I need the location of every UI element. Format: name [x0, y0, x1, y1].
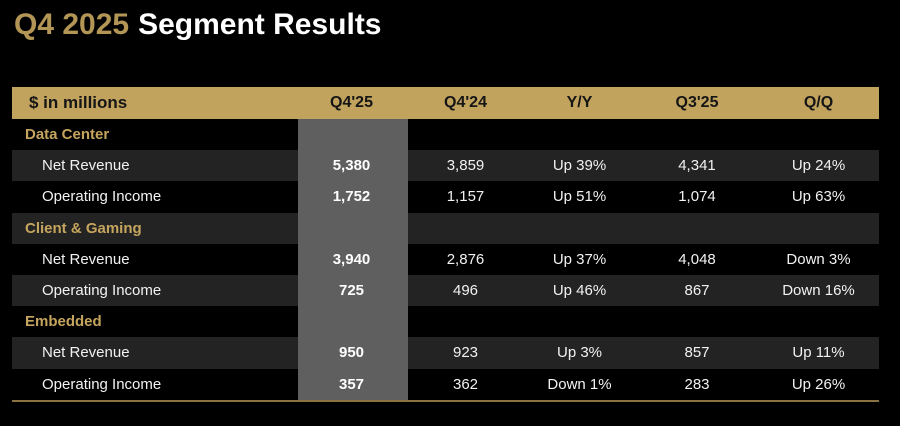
data-row: Operating Income 1,752 1,157 Up 51% 1,07… — [12, 181, 879, 212]
metric-value: Up 37% — [552, 250, 607, 268]
metric-value: 362 — [452, 375, 479, 393]
metric-value: Up 3% — [556, 344, 603, 362]
metric-value: 4,341 — [678, 157, 716, 175]
section-row-data-center: Data Center — [12, 119, 879, 150]
section-label: Client & Gaming — [25, 219, 142, 237]
metric-value: Up 46% — [552, 282, 607, 300]
metric-value: 950 — [338, 344, 365, 362]
metric-value: 857 — [684, 344, 710, 362]
data-row: Operating Income 357 362 Down 1% 283 Up … — [12, 369, 879, 400]
row-label: Net Revenue — [42, 157, 130, 175]
metric-value: Down 3% — [786, 250, 851, 268]
data-row: Net Revenue 5,380 3,859 Up 39% 4,341 Up … — [12, 150, 879, 182]
metric-value: 357 — [338, 375, 365, 393]
data-row: Net Revenue 3,940 2,876 Up 37% 4,048 Dow… — [12, 244, 879, 275]
data-row: Operating Income 725 496 Up 46% 867 Down… — [12, 274, 879, 307]
metric-value: 5,380 — [332, 157, 371, 175]
page-title-text: Segment Results — [138, 8, 382, 41]
metric-value: Up 63% — [791, 188, 846, 206]
section-row-embedded: Embedded — [12, 306, 879, 337]
table-header-row: $ in millions Q4'25 Q4'24 Y/Y Q3'25 Q/Q — [12, 87, 879, 119]
metric-value: 496 — [452, 282, 479, 300]
metric-value: Up 26% — [791, 375, 846, 393]
metric-value: 1,074 — [678, 188, 716, 206]
row-label: Operating Income — [42, 375, 162, 393]
row-label: Net Revenue — [42, 250, 130, 268]
column-header-qq: Q/Q — [803, 94, 834, 111]
column-header-q325: Q3'25 — [675, 94, 719, 111]
metric-value: Up 24% — [791, 157, 846, 175]
section-label: Data Center — [25, 126, 110, 144]
data-row: Net Revenue 950 923 Up 3% 857 Up 11% — [12, 337, 879, 369]
section-label: Embedded — [25, 313, 102, 331]
table-body: Data Center Net Revenue 5,380 3,859 Up 3… — [12, 119, 879, 400]
metric-value: 1,752 — [332, 188, 371, 206]
metric-value: Down 1% — [547, 375, 612, 393]
metric-value: Up 39% — [552, 157, 607, 175]
metric-value: 923 — [452, 344, 479, 362]
metric-value: 283 — [684, 375, 710, 393]
q425-highlight-band — [298, 119, 408, 400]
metric-value: Up 11% — [792, 344, 845, 362]
row-label: Operating Income — [42, 282, 162, 300]
metric-value: 3,940 — [332, 250, 371, 268]
page-title-quarter: Q4 2025 — [14, 8, 130, 41]
row-label: Operating Income — [42, 188, 162, 206]
metric-value: Up 51% — [552, 188, 607, 206]
metric-value: 2,876 — [446, 250, 485, 268]
segment-results-table: $ in millions Q4'25 Q4'24 Y/Y Q3'25 Q/Q … — [12, 87, 879, 402]
column-header-unit: $ in millions — [29, 93, 128, 112]
column-header-q425: Q4'25 — [330, 94, 373, 111]
metric-value: 3,859 — [446, 157, 485, 175]
metric-value: 867 — [684, 282, 710, 300]
metric-value: 1,157 — [446, 188, 485, 206]
page-title: Q4 2025 Segment Results — [14, 8, 382, 42]
metric-value: 4,048 — [678, 250, 716, 268]
row-label: Net Revenue — [42, 344, 130, 362]
column-header-q424: Q4'24 — [444, 94, 487, 111]
section-row-client-gaming: Client & Gaming — [12, 212, 879, 244]
metric-value: 725 — [338, 282, 365, 300]
metric-value: Down 16% — [782, 282, 855, 300]
column-header-yy: Y/Y — [566, 94, 593, 111]
